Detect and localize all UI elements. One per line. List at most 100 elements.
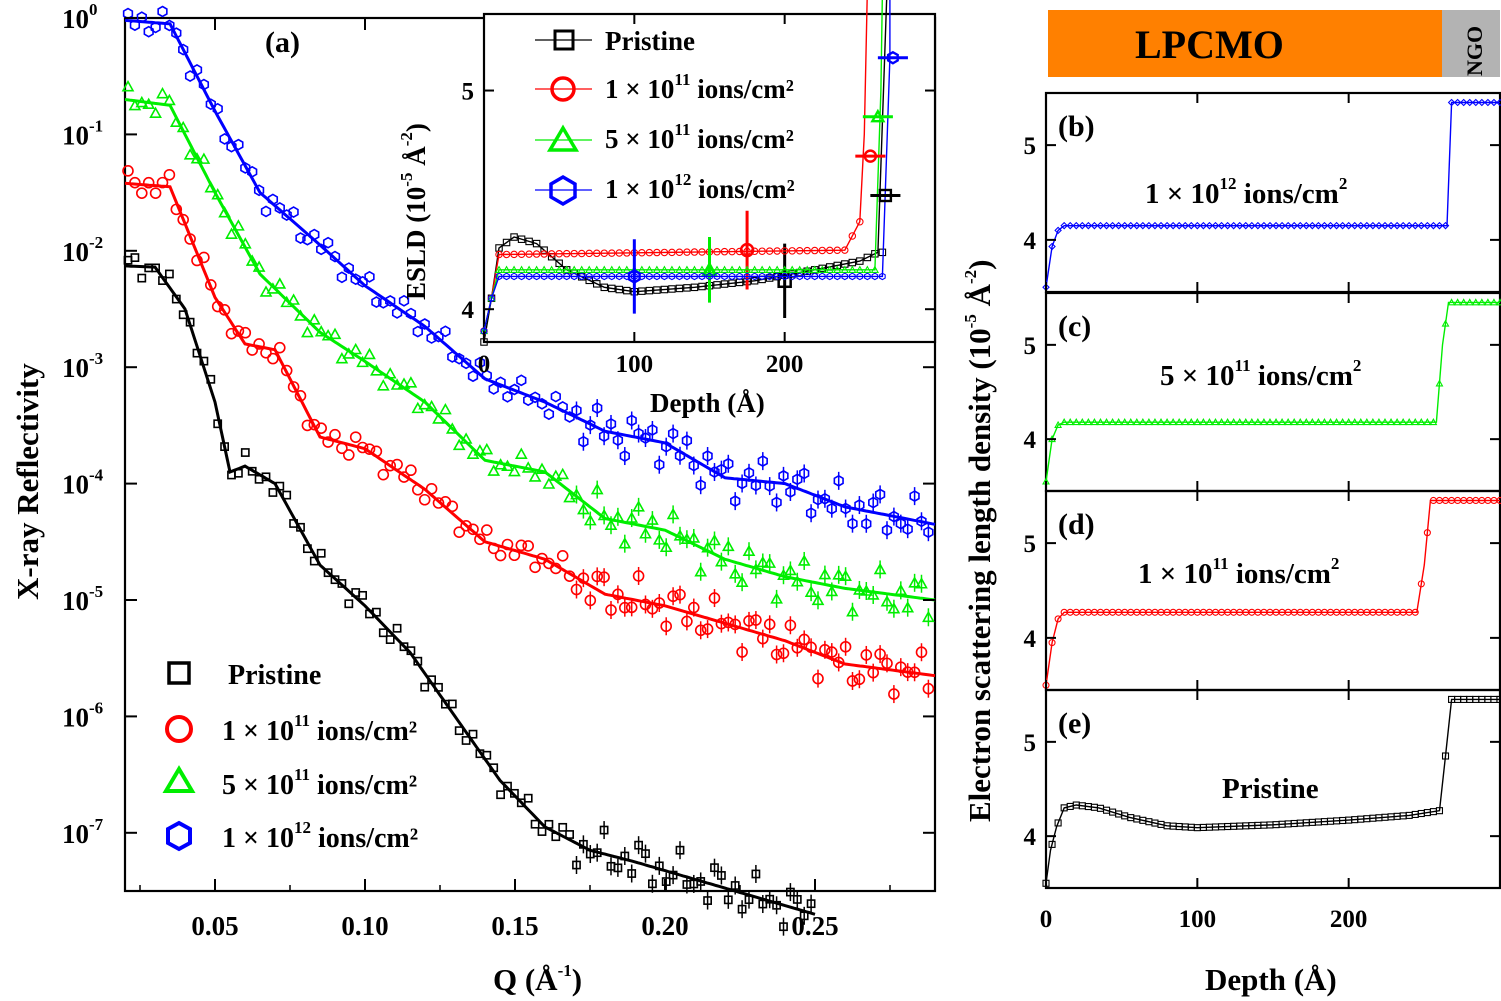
data-point	[915, 646, 928, 659]
data-point	[418, 493, 431, 506]
profile-point	[1090, 221, 1099, 230]
data-point	[169, 115, 183, 127]
profile-point	[1187, 221, 1196, 230]
inset-point	[826, 272, 834, 281]
profile-point	[1344, 418, 1353, 426]
data-point	[321, 329, 335, 341]
data-point	[218, 304, 231, 316]
profile-point	[1145, 221, 1153, 230]
profile-point	[1344, 221, 1353, 230]
data-point	[833, 474, 844, 487]
data-point	[308, 418, 321, 431]
ngo-substrate-bar	[1442, 10, 1500, 77]
data-point	[860, 649, 873, 661]
data-point	[634, 840, 643, 850]
data-point	[866, 588, 880, 600]
data-point	[696, 877, 706, 886]
data-point	[434, 682, 443, 692]
data-point	[632, 570, 645, 582]
inset-point	[833, 261, 842, 270]
inset-point	[637, 265, 646, 273]
data-point	[583, 513, 597, 526]
data-point	[577, 572, 590, 584]
inset-point	[525, 250, 533, 258]
data-point	[371, 607, 381, 617]
profile-point	[1139, 221, 1147, 230]
data-point	[234, 468, 243, 478]
inset-series-3	[480, 0, 891, 335]
data-point	[427, 675, 436, 685]
data-point	[142, 97, 156, 110]
inset-point	[667, 265, 677, 273]
data-point	[668, 870, 678, 880]
legend-label-pristine: Pristine	[228, 660, 321, 691]
x-tick-label: 0.05	[191, 911, 238, 941]
y-tick-label: 10-7	[62, 815, 104, 849]
y-tick-label: 10-1	[62, 116, 103, 150]
series-0	[123, 253, 816, 936]
profile-line-b	[1045, 101, 1500, 288]
data-point	[908, 576, 921, 588]
data-point	[551, 832, 561, 842]
data-point	[378, 296, 389, 309]
data-point	[674, 449, 686, 462]
profile-point	[1102, 221, 1111, 230]
inset-point	[803, 265, 812, 273]
data-point	[853, 583, 866, 595]
data-point	[398, 471, 410, 483]
profile-point	[1496, 695, 1501, 703]
inset-point	[555, 272, 563, 281]
profile-point	[1290, 418, 1299, 426]
data-point	[612, 588, 624, 601]
data-point	[694, 624, 707, 637]
profile-point	[1072, 221, 1081, 230]
inset-point	[803, 267, 811, 275]
profile-panel-b: 4 5 (b) 1 × 1012 ions/cm2	[1024, 91, 1501, 294]
data-point	[592, 402, 603, 414]
data-point	[329, 250, 341, 263]
profile-point	[1302, 418, 1311, 426]
data-point	[212, 102, 223, 115]
data-point	[383, 367, 397, 379]
y-tick-label: 4	[1024, 824, 1037, 851]
reflectivity-plot: 0.05 0.10 0.15 0.20 0.25 100 10-1 10-2 10-3 10-4 1…	[10, 0, 937, 997]
data-point	[710, 863, 719, 873]
data-point	[764, 480, 775, 493]
inset-y-tick-label: 5	[462, 79, 475, 106]
data-point	[825, 646, 838, 658]
data-point	[487, 464, 501, 476]
inset-point	[585, 272, 593, 281]
data-point	[349, 342, 363, 355]
data-point	[681, 615, 693, 628]
data-point	[611, 510, 625, 522]
data-point	[673, 529, 687, 541]
data-point	[238, 237, 252, 249]
profile-point	[1362, 418, 1371, 426]
data-point	[247, 466, 257, 476]
data-point	[572, 860, 581, 870]
data-point	[150, 21, 161, 34]
profile-point	[1496, 496, 1501, 505]
data-point	[846, 675, 859, 687]
inset-point	[765, 247, 774, 255]
data-point	[881, 524, 893, 537]
data-point	[356, 355, 369, 368]
data-point	[177, 213, 189, 226]
data-point	[288, 206, 299, 218]
data-point	[459, 432, 473, 444]
data-point	[625, 601, 638, 614]
data-point	[750, 479, 762, 492]
data-point	[418, 398, 432, 410]
data-point	[703, 896, 712, 905]
data-point	[282, 490, 292, 500]
profile-point	[1399, 221, 1407, 230]
profile-point	[1272, 418, 1280, 426]
inset-point	[539, 265, 549, 273]
data-point	[772, 900, 781, 910]
profile-point	[1465, 98, 1474, 107]
inset-point	[698, 272, 706, 281]
data-point	[556, 550, 569, 562]
profile-point	[1374, 418, 1383, 426]
data-point	[592, 848, 602, 858]
data-point	[550, 390, 561, 403]
